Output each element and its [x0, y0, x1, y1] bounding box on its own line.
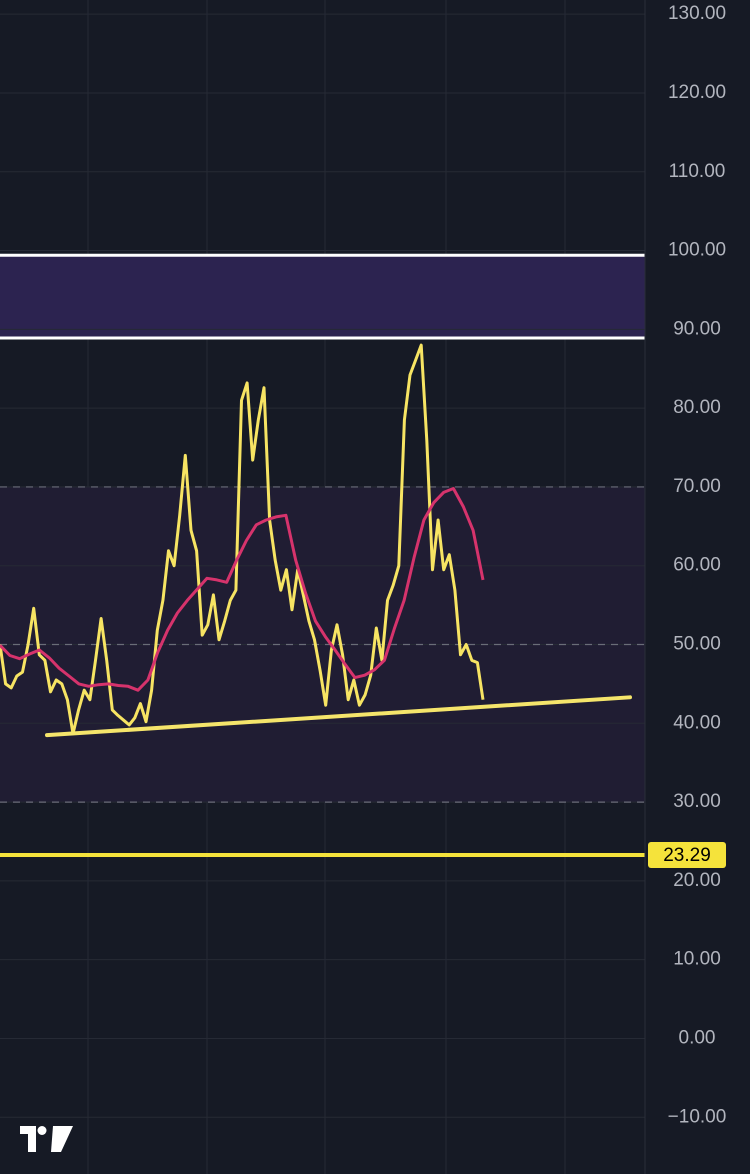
- y-tick-label: 60.00: [673, 555, 721, 576]
- trendline: [45, 695, 632, 738]
- y-tick-label: 130.00: [668, 3, 726, 24]
- axis-layer: 130.00 120.00 110.00 100.00 90.00 80.00 70.00 6…: [648, 3, 726, 1127]
- series-line: [0, 487, 485, 692]
- y-tick-label: 20.00: [673, 870, 721, 891]
- y-tick-label: 40.00: [673, 712, 721, 733]
- y-tick-label: −10.00: [668, 1106, 727, 1127]
- y-tick-label: 90.00: [673, 318, 721, 339]
- y-tick-label: 50.00: [673, 634, 721, 655]
- zone: [0, 255, 645, 339]
- y-tick-label: 100.00: [668, 240, 726, 261]
- y-tick-label: 110.00: [669, 161, 726, 182]
- line-layer: [0, 343, 645, 857]
- background-layer: [0, 13, 645, 1118]
- y-tick-label: 80.00: [673, 397, 721, 418]
- y-tick-label: 70.00: [673, 476, 721, 497]
- logo-part: [51, 1126, 73, 1152]
- price-label-box: [648, 841, 726, 868]
- y-tick-label: 10.00: [673, 949, 721, 970]
- tradingview-logo: [20, 1126, 73, 1152]
- logo-part: [37, 1126, 47, 1135]
- price-label: 23.29: [663, 845, 711, 866]
- y-tick-label: 0.00: [679, 1027, 716, 1048]
- y-tick-label: 120.00: [668, 82, 726, 103]
- logo-part: [20, 1126, 36, 1152]
- series-line: [0, 343, 485, 736]
- y-tick-label: 30.00: [673, 791, 721, 812]
